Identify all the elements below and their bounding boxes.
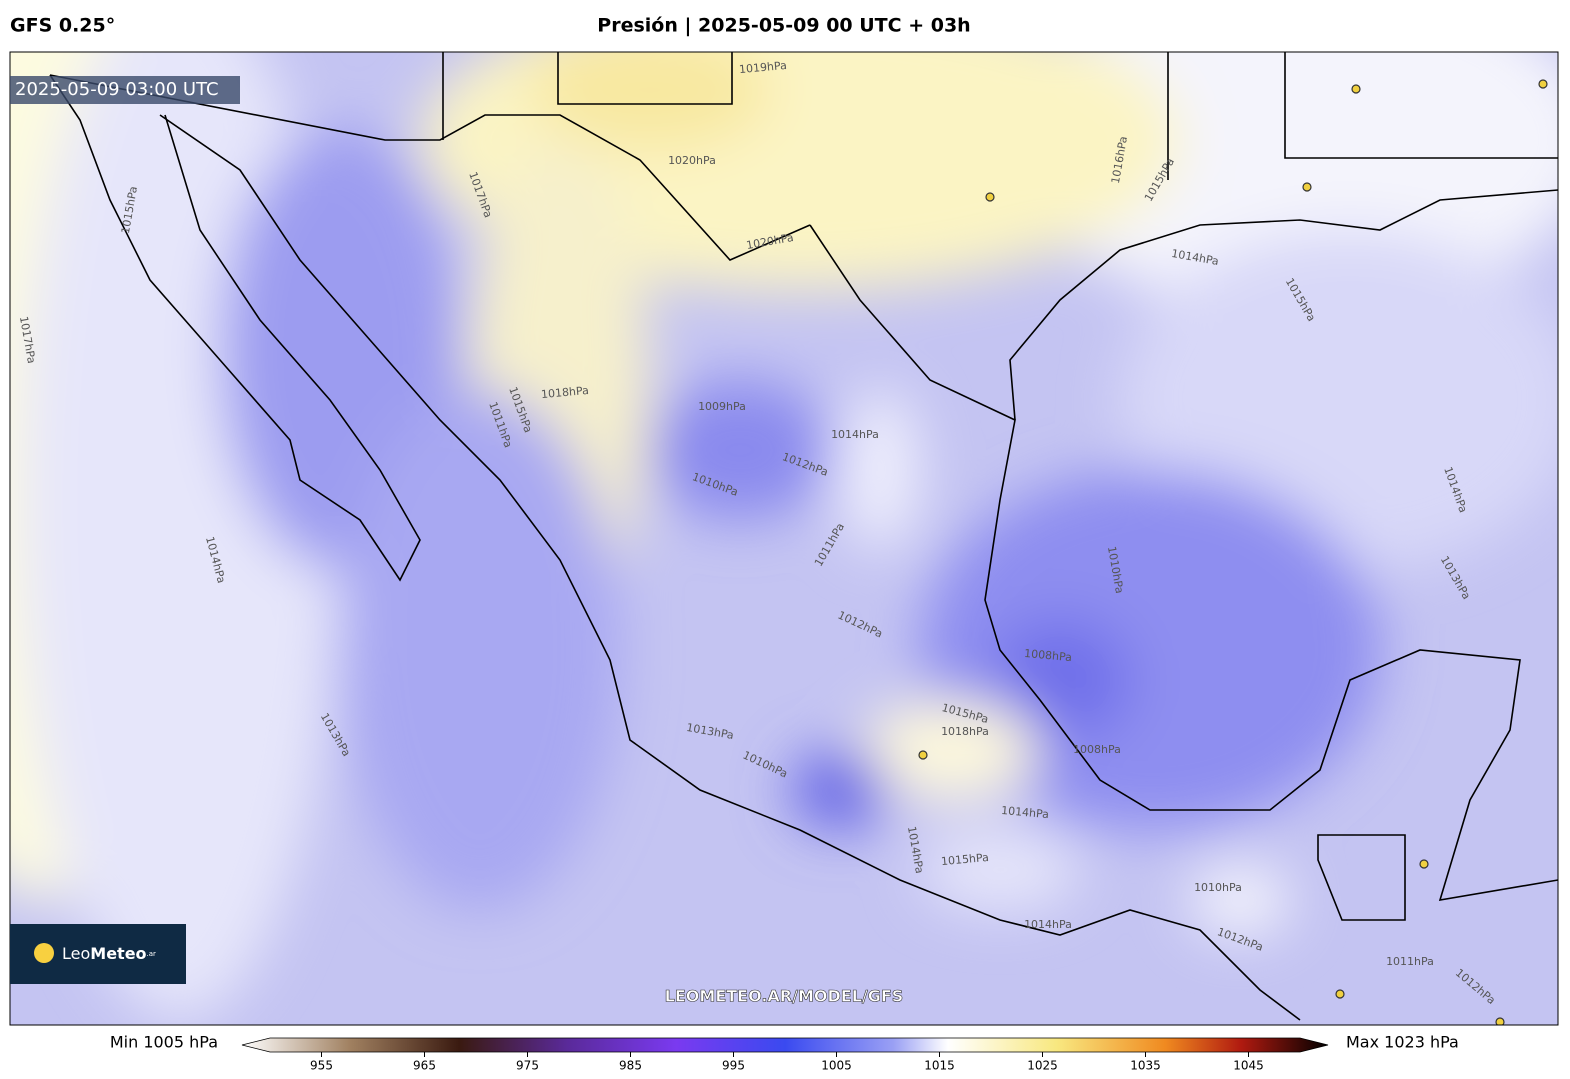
- map-frame: [9, 51, 1559, 1026]
- colorbar-tick-label: 975: [516, 1059, 539, 1073]
- contour-label: 1008hPa: [1024, 647, 1073, 664]
- logo-sun: [34, 943, 54, 963]
- logo-text: LeoMeteo.ar: [62, 944, 156, 963]
- colorbar-tick-label: 1005: [821, 1059, 852, 1073]
- contour-label: 1014hPa: [1001, 804, 1050, 821]
- colorbar-tick-label: 1025: [1027, 1059, 1058, 1073]
- logo-suffix: .ar: [147, 950, 157, 958]
- map-title: Presión | 2025-05-09 00 UTC + 03h: [597, 15, 970, 37]
- logo-bold: Meteo: [90, 944, 146, 963]
- logo-light: Leo: [62, 944, 90, 963]
- colorbar-tick-label: 995: [722, 1059, 745, 1073]
- colorbar-tick-label: 1015: [924, 1059, 955, 1073]
- colorbar-tick-label: 955: [310, 1059, 333, 1073]
- colorbar-tick-label: 1045: [1233, 1059, 1264, 1073]
- watermark: LEOMETEO.AR/MODEL/GFS: [665, 987, 904, 1006]
- contour-label: 1018hPa: [941, 725, 989, 738]
- time-box: [10, 76, 240, 104]
- colorbar: [241, 1037, 1329, 1053]
- contour-label: 1019hPa: [739, 59, 788, 76]
- contour-label: 1011hPa: [1386, 955, 1434, 968]
- colorbar-tick-label: 985: [619, 1059, 642, 1073]
- contour-label: 1015hPa: [941, 851, 990, 868]
- contour-label: 1010hPa: [1194, 881, 1242, 894]
- coastlines: [49, 52, 1558, 1021]
- colorbar-tick-label: 1035: [1130, 1059, 1161, 1073]
- contour-label: 1020hPa: [668, 154, 716, 167]
- contour-label: 1018hPa: [541, 384, 590, 401]
- valid-time: 2025-05-09 03:00 UTC: [15, 79, 219, 100]
- min-label: Min 1005 hPa: [110, 1033, 218, 1052]
- contour-label: 1008hPa: [1073, 743, 1121, 756]
- map: 1019hPa1020hPa1020hPa1018hPa1017hPa1015h…: [10, 52, 1558, 1025]
- contour-label: 1014hPa: [831, 428, 879, 441]
- model-name: GFS 0.25°: [10, 15, 115, 37]
- contour-label: 1009hPa: [698, 400, 746, 413]
- contour-label: 1014hPa: [1024, 918, 1072, 931]
- max-label: Max 1023 hPa: [1346, 1033, 1459, 1052]
- colorbar-tick-label: 965: [413, 1059, 436, 1073]
- city-markers: [918, 79, 1548, 1025]
